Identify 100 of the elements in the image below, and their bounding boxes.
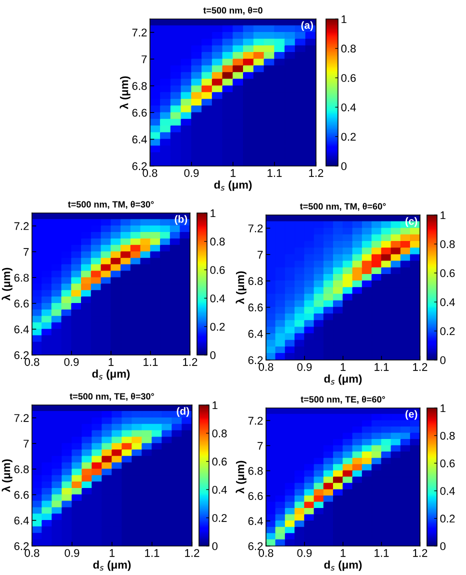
y-axis-title: λ (μm) xyxy=(2,459,12,492)
chart-title: t=500 nm, TM, θ=60° xyxy=(300,202,386,211)
y-axis-title: λ (μm) xyxy=(236,460,246,494)
color-bar-label: 1 xyxy=(210,209,216,218)
y-tick-label: 7 xyxy=(24,440,29,448)
x-tick-label: 1.2 xyxy=(183,358,198,366)
color-bar-label: 0 xyxy=(210,351,216,360)
color-bar-label: 1 xyxy=(342,15,346,24)
color-bar-label: 0.4 xyxy=(341,103,356,112)
color-bar-label: 0.2 xyxy=(341,132,356,141)
x-tick-label: 0.8 xyxy=(258,363,274,371)
y-tick-label: 6.4 xyxy=(14,516,29,524)
y-tick-label: 6.8 xyxy=(248,277,263,286)
color-bar-label: 0.6 xyxy=(212,458,227,466)
chart-title: t=500 nm, TE, θ=30° xyxy=(70,392,154,401)
x-tick-label: 1.1 xyxy=(374,363,389,371)
x-tick-label: 0.9 xyxy=(184,169,199,177)
y-tick-label: 6.6 xyxy=(248,304,263,312)
x-tick-label: 0.9 xyxy=(297,363,312,371)
y-tick-label: 6.6 xyxy=(14,490,29,499)
chart-title: t=500 nm, TM, θ=30° xyxy=(68,200,154,209)
x-tick-label: 0.8 xyxy=(24,549,40,557)
color-bar-label: 0 xyxy=(440,542,446,550)
y-tick-label: 7.2 xyxy=(248,416,263,425)
color-bar-label: 0.8 xyxy=(212,429,227,438)
color-bar-label: 0 xyxy=(341,162,347,170)
color-bar-label: 0.6 xyxy=(440,459,455,468)
x-tick-label: 1.2 xyxy=(413,549,428,557)
x-axis-title: d$_{s}$ (μm) xyxy=(324,560,362,571)
y-axis-title: λ (μm) xyxy=(2,268,12,301)
y-tick-label: 6.4 xyxy=(248,330,263,338)
x-tick-label: 0.9 xyxy=(64,549,80,557)
y-tick-label: 7 xyxy=(258,442,263,450)
y-tick-label: 6.2 xyxy=(14,542,29,550)
y-tick-label: 6.4 xyxy=(248,517,263,526)
color-bar-label: 0.8 xyxy=(440,240,455,248)
color-bar-label: 0.2 xyxy=(212,514,227,522)
y-tick-label: 7 xyxy=(142,55,147,64)
x-tick-label: 1 xyxy=(340,363,346,371)
y-tick-label: 7 xyxy=(24,248,29,256)
color-bar-label: 0.2 xyxy=(440,327,455,336)
x-tick-label: 0.9 xyxy=(297,549,312,557)
annotation: (d) xyxy=(176,407,190,417)
x-tick-label: 0.8 xyxy=(258,549,274,557)
y-tick-label: 6.6 xyxy=(248,492,263,500)
color-bar-label: 0.8 xyxy=(210,238,225,246)
annotation: (a) xyxy=(301,21,313,31)
x-tick-label: 1.1 xyxy=(145,549,160,557)
y-tick-label: 7.2 xyxy=(132,28,147,36)
y-tick-label: 6.8 xyxy=(14,465,29,474)
x-tick-label: 1.2 xyxy=(185,549,200,557)
color-bar-label: 0.2 xyxy=(440,514,455,523)
y-tick-label: 6.2 xyxy=(132,162,147,170)
color-bar-label: 0.8 xyxy=(440,432,455,440)
color-bar-label: 0.2 xyxy=(210,322,225,331)
color-bar-label: 0.4 xyxy=(210,294,225,302)
x-tick-label: 0.8 xyxy=(142,169,158,177)
x-tick-label: 1.1 xyxy=(144,358,158,366)
y-tick-label: 7 xyxy=(258,250,263,259)
color-bar-label: 1 xyxy=(212,401,218,410)
color-bar-label: 0.4 xyxy=(212,486,227,494)
x-axis-title: d$_{s}$ (μm) xyxy=(93,560,131,571)
color-bar-label: 0.4 xyxy=(440,487,455,495)
y-tick-label: 7.2 xyxy=(14,414,29,422)
x-axis-title: d$_{s}$ (μm) xyxy=(92,370,130,380)
y-tick-label: 6.2 xyxy=(14,351,29,360)
y-axis-title: λ (μm) xyxy=(236,271,246,304)
annotation: (e) xyxy=(405,410,418,420)
x-tick-label: 1 xyxy=(110,549,115,557)
y-tick-label: 6.8 xyxy=(132,82,147,90)
color-bar-label: 0.8 xyxy=(341,44,356,53)
y-tick-label: 6.4 xyxy=(132,136,147,144)
y-axis-title: λ (μm) xyxy=(120,76,130,110)
x-axis-title: d$_{s}$ (μm) xyxy=(324,374,362,385)
color-bar-label: 0 xyxy=(440,356,446,364)
annotation: (b) xyxy=(174,215,188,225)
y-tick-label: 6.2 xyxy=(248,542,263,550)
x-tick-label: 1 xyxy=(230,169,236,177)
x-axis-title: d$_{s}$ (μm) xyxy=(214,180,252,191)
y-tick-label: 6.8 xyxy=(248,466,263,475)
y-tick-label: 6.6 xyxy=(132,108,147,117)
chart-title: t=500 nm, TE, θ=60° xyxy=(300,396,385,404)
y-tick-label: 6.2 xyxy=(248,356,263,364)
x-tick-label: 1 xyxy=(340,549,346,557)
x-tick-label: 0.9 xyxy=(64,358,79,366)
y-tick-label: 6.8 xyxy=(14,274,29,282)
color-bar-label: 0.4 xyxy=(440,298,455,306)
x-tick-label: 1.2 xyxy=(413,363,428,371)
x-tick-label: 0.8 xyxy=(24,358,40,366)
color-bar-label: 1 xyxy=(440,404,446,412)
color-bar-label: 0.6 xyxy=(210,266,225,274)
color-bar-label: 0.6 xyxy=(440,269,455,278)
y-tick-label: 7.2 xyxy=(14,222,29,230)
x-tick-label: 1.1 xyxy=(268,169,282,177)
x-tick-label: 1.1 xyxy=(374,549,389,557)
color-bar-label: 0.6 xyxy=(341,74,356,82)
y-tick-label: 6.6 xyxy=(14,300,29,308)
y-tick-label: 6.4 xyxy=(14,325,29,334)
color-bar-label: 0 xyxy=(212,542,218,550)
x-tick-label: 1 xyxy=(108,358,114,366)
